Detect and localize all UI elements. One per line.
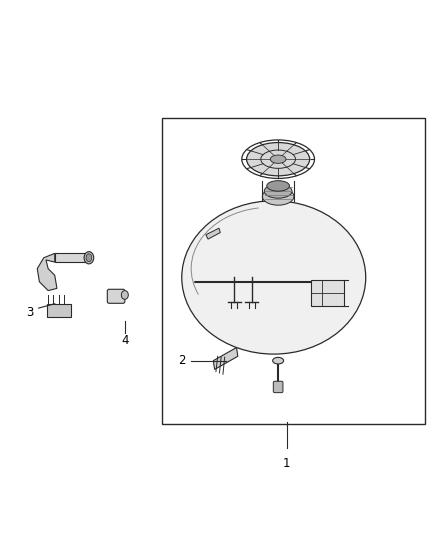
Text: 1: 1 xyxy=(283,457,291,470)
Polygon shape xyxy=(55,253,88,262)
Text: 3: 3 xyxy=(26,306,33,319)
Polygon shape xyxy=(213,348,238,369)
FancyBboxPatch shape xyxy=(273,381,283,393)
Polygon shape xyxy=(37,253,57,290)
Polygon shape xyxy=(206,228,220,239)
Ellipse shape xyxy=(264,184,292,198)
Bar xyxy=(162,118,425,424)
Text: 4: 4 xyxy=(121,335,129,348)
Text: 2: 2 xyxy=(178,354,186,367)
Ellipse shape xyxy=(84,252,94,264)
Ellipse shape xyxy=(86,254,92,262)
Ellipse shape xyxy=(121,290,128,300)
Ellipse shape xyxy=(267,181,290,191)
FancyBboxPatch shape xyxy=(107,289,125,303)
Ellipse shape xyxy=(270,155,286,163)
Ellipse shape xyxy=(262,188,294,205)
Ellipse shape xyxy=(247,142,310,176)
Bar xyxy=(311,280,344,306)
Bar xyxy=(47,304,71,317)
Ellipse shape xyxy=(272,358,284,364)
Ellipse shape xyxy=(182,201,366,354)
